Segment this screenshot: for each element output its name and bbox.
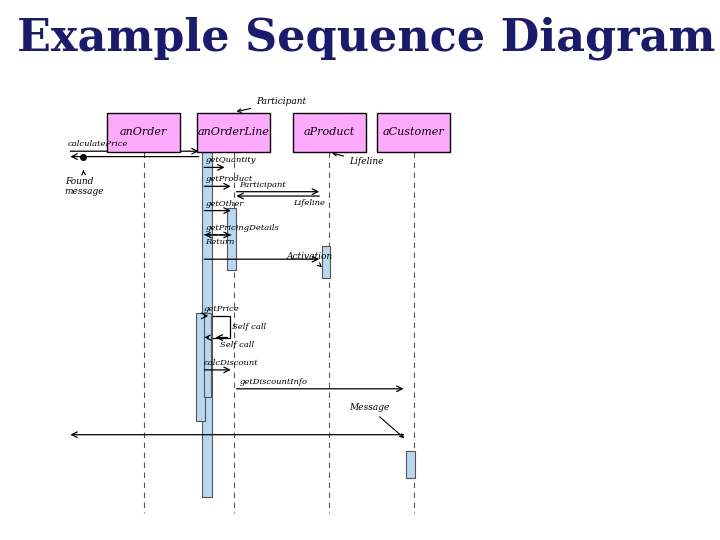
Text: getOther: getOther — [205, 200, 244, 207]
Bar — [322, 246, 330, 278]
Text: Found
message: Found message — [65, 171, 104, 196]
Text: Return: Return — [205, 238, 235, 246]
Text: Message: Message — [349, 403, 403, 437]
Bar — [197, 313, 205, 421]
Bar — [107, 113, 180, 152]
Bar — [377, 113, 450, 152]
Bar — [293, 113, 366, 152]
Text: getPricingDetails: getPricingDetails — [205, 224, 279, 232]
Text: anOrderLine: anOrderLine — [197, 127, 269, 137]
Bar — [406, 451, 415, 478]
Bar — [204, 313, 211, 397]
Text: getProduct: getProduct — [205, 176, 253, 183]
Text: aProduct: aProduct — [304, 127, 355, 137]
Text: Example Sequence Diagram: Example Sequence Diagram — [17, 16, 715, 60]
Bar — [202, 140, 212, 497]
Text: calculatePrice: calculatePrice — [68, 140, 128, 148]
Text: anOrder: anOrder — [120, 127, 167, 137]
Text: Self call: Self call — [220, 341, 253, 348]
Text: Lifeline: Lifeline — [293, 199, 325, 207]
Text: calcDiscount: calcDiscount — [204, 359, 258, 367]
Text: Participant: Participant — [238, 97, 306, 112]
Bar — [197, 113, 270, 152]
Text: Participant: Participant — [239, 181, 286, 188]
Text: getPrice: getPrice — [204, 305, 240, 313]
Bar — [228, 208, 236, 270]
Text: getDiscountInfo: getDiscountInfo — [239, 378, 307, 386]
Text: aCustomer: aCustomer — [383, 127, 444, 137]
Text: Lifeline: Lifeline — [333, 152, 384, 166]
Text: Self call: Self call — [233, 323, 266, 330]
Text: getQuantity: getQuantity — [205, 157, 256, 164]
Text: Activation: Activation — [287, 252, 333, 266]
